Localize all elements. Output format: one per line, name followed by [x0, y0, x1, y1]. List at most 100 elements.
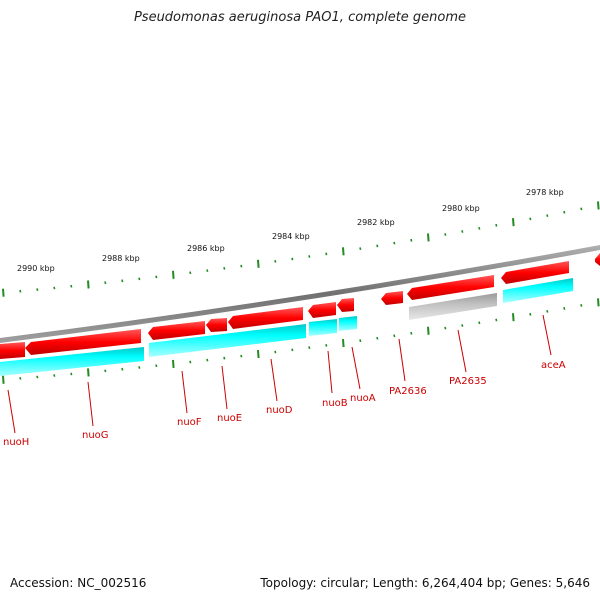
gene-label-nuoA[interactable]: nuoA [350, 393, 376, 404]
map-title: Pseudomonas aeruginosa PAO1, complete ge… [133, 10, 467, 25]
minor-tick [121, 279, 124, 283]
minor-tick [359, 247, 362, 251]
major-tick [87, 368, 90, 377]
gene-arrow-aceA[interactable] [501, 261, 569, 284]
minor-tick [546, 310, 549, 313]
minor-tick [546, 214, 549, 218]
gene-arrow-nuoF[interactable] [148, 321, 205, 340]
gene-arrow-nuoH[interactable] [0, 342, 25, 359]
gene-label-nuoD[interactable]: nuoD [266, 405, 293, 416]
pseudo-feature-bar[interactable] [409, 293, 497, 320]
scale-label: 2982 kbp [357, 218, 395, 227]
minor-tick [495, 223, 498, 227]
leader-nuoG [87, 381, 94, 427]
label-leaders [7, 314, 552, 434]
leader-nuoE [221, 365, 228, 410]
minor-tick [325, 343, 328, 347]
scale-label: 2978 kbp [526, 188, 564, 197]
cds-track [0, 253, 600, 359]
minor-tick [70, 284, 73, 288]
minor-tick [444, 233, 447, 236]
leader-nuoB [327, 350, 333, 394]
major-tick [512, 218, 515, 227]
feature-bar[interactable] [339, 316, 357, 331]
scale-label: 2980 kbp [442, 204, 480, 213]
minor-tick [444, 326, 447, 330]
gene-label-nuoG[interactable]: nuoG [82, 430, 109, 441]
minor-tick [308, 346, 311, 350]
major-tick [342, 247, 345, 256]
gene-label-nuoH[interactable]: nuoH [3, 437, 29, 448]
minor-tick [308, 255, 311, 258]
gene-label-PA2636[interactable]: PA2636 [389, 386, 427, 397]
feature-bar[interactable] [309, 319, 337, 336]
minor-tick [104, 281, 107, 285]
scale-ticks [2, 201, 600, 297]
gene-arrow-PA2635[interactable] [407, 275, 494, 300]
minor-tick [19, 289, 22, 293]
gene-label-nuoF[interactable]: nuoF [177, 417, 202, 428]
feature-track [0, 278, 573, 376]
major-tick [257, 259, 260, 268]
leader-nuoA [351, 346, 361, 390]
gene-arrow-nuoB[interactable] [308, 302, 336, 318]
gene-arrow-partial[interactable] [595, 253, 600, 266]
minor-tick [410, 238, 413, 242]
minor-tick [223, 266, 226, 270]
minor-tick [291, 257, 294, 261]
minor-tick [563, 210, 566, 214]
major-tick [257, 350, 260, 359]
gene-arrow-nuoD[interactable] [228, 307, 303, 329]
scale-label: 2988 kbp [102, 254, 140, 263]
feature-bar[interactable] [0, 347, 144, 376]
minor-tick [359, 339, 362, 343]
minor-tick [36, 288, 39, 292]
topology-label: Topology: circular; Length: 6,264,404 bp… [260, 576, 590, 590]
minor-tick [461, 230, 464, 233]
major-tick [512, 313, 515, 322]
gene-arrow-nuoE[interactable] [206, 318, 227, 332]
leader-PA2636 [398, 338, 406, 382]
gene-label-nuoB[interactable]: nuoB [322, 398, 348, 409]
minor-tick [580, 304, 583, 307]
major-tick [597, 201, 600, 210]
major-tick [427, 326, 430, 335]
minor-tick [529, 217, 532, 221]
minor-tick [580, 207, 583, 211]
major-tick [87, 280, 90, 289]
genome-backbone [0, 245, 600, 343]
major-tick [597, 298, 600, 307]
major-tick [427, 233, 430, 242]
minor-tick [376, 336, 379, 340]
minor-tick [206, 358, 209, 362]
minor-tick [274, 260, 277, 263]
minor-tick [529, 312, 532, 316]
minor-tick [155, 275, 158, 279]
minor-tick [376, 244, 379, 248]
gene-label-PA2635[interactable]: PA2635 [449, 376, 487, 387]
minor-tick [155, 364, 158, 368]
major-tick [342, 338, 345, 348]
gene-label-nuoE[interactable]: nuoE [217, 413, 242, 424]
minor-tick [53, 374, 56, 377]
leader-nuoD [270, 358, 278, 402]
minor-tick [563, 307, 566, 310]
gene-labels: nuoH nuoG nuoF nuoE nuoD nuoB nuoA PA263… [3, 360, 566, 448]
minor-tick [240, 264, 243, 268]
gene-arrow-nuoA[interactable] [337, 298, 354, 312]
minor-tick [393, 334, 396, 338]
minor-tick [104, 369, 107, 373]
gene-label-aceA[interactable]: aceA [541, 360, 566, 371]
minor-tick [291, 348, 294, 352]
feature-bar[interactable] [503, 278, 573, 303]
scale-label: 2990 kbp [17, 264, 55, 273]
minor-tick [70, 372, 73, 376]
scale-labels: 2990 kbp 2988 kbp 2986 kbp 2984 kbp 2982… [17, 188, 564, 273]
feature-bar[interactable] [149, 324, 306, 357]
minor-tick [461, 324, 464, 327]
inner-scale-ticks [2, 298, 600, 384]
gene-arrow-nuoG[interactable] [25, 329, 141, 355]
gene-arrow-PA2636[interactable] [381, 291, 403, 305]
minor-tick [189, 271, 192, 275]
